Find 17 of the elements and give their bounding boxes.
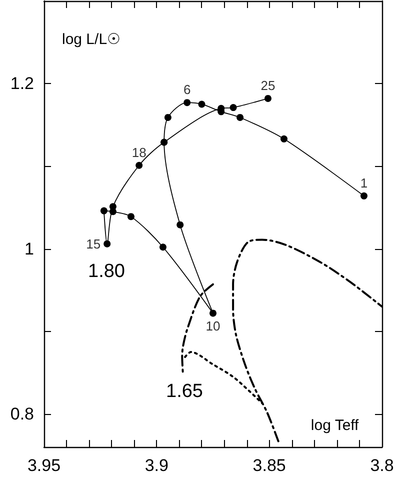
annotation: 25 xyxy=(260,78,276,93)
annotation: 1.65 xyxy=(166,381,203,402)
y-axis-title: log L/L☉ xyxy=(62,31,120,48)
annotation: 1.80 xyxy=(88,261,125,282)
x-tick-label: 3.8 xyxy=(370,456,394,475)
x-tick-label: 3.85 xyxy=(252,456,286,475)
x-axis-title: log Teff xyxy=(310,417,360,434)
annotation: 15 xyxy=(86,236,101,252)
annotation: 10 xyxy=(206,318,220,334)
x-tick-label: 3.95 xyxy=(27,456,61,475)
y-tick-label: 0.8 xyxy=(10,404,34,424)
annotation: 1 xyxy=(360,175,368,190)
x-tick-label: 3.9 xyxy=(144,456,168,475)
y-tick-label: 1 xyxy=(24,239,34,258)
annotation: 18 xyxy=(132,144,146,160)
annotation: 6 xyxy=(183,82,191,98)
y-tick-label: 1.2 xyxy=(10,74,34,94)
